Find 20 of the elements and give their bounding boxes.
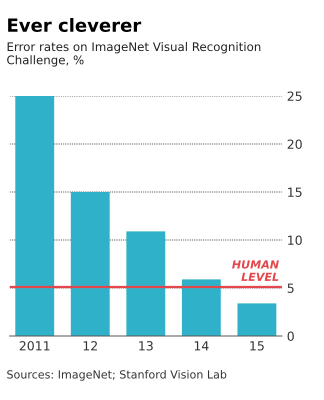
chart-subtitle: Error rates on ImageNet Visual Recognition Challenge, % <box>7 42 260 67</box>
x-tick-label: 13 <box>139 341 153 351</box>
x-tick-label: 12 <box>84 341 97 350</box>
y-tick-label: 15 <box>288 188 302 197</box>
chart-title: Ever cleverer <box>8 18 142 32</box>
bar <box>15 96 54 336</box>
bar <box>182 279 221 336</box>
y-tick-label: 20 <box>288 139 302 149</box>
x-tick-label: 15 <box>250 341 264 351</box>
x-tick-label: 14 <box>194 341 209 350</box>
source-note: Sources: ImageNet; Stanford Vision Lab <box>7 370 226 381</box>
y-tick-label: 10 <box>288 235 302 245</box>
bar <box>126 231 166 336</box>
y-tick-label: 25 <box>288 91 302 101</box>
ref-line-label: HUMAN LEVEL <box>232 260 279 281</box>
bar <box>237 303 276 336</box>
y-tick-label: 0 <box>288 331 294 341</box>
y-tick-label: 5 <box>288 284 294 293</box>
bar <box>70 192 110 336</box>
x-tick-label: 2011 <box>20 341 50 351</box>
